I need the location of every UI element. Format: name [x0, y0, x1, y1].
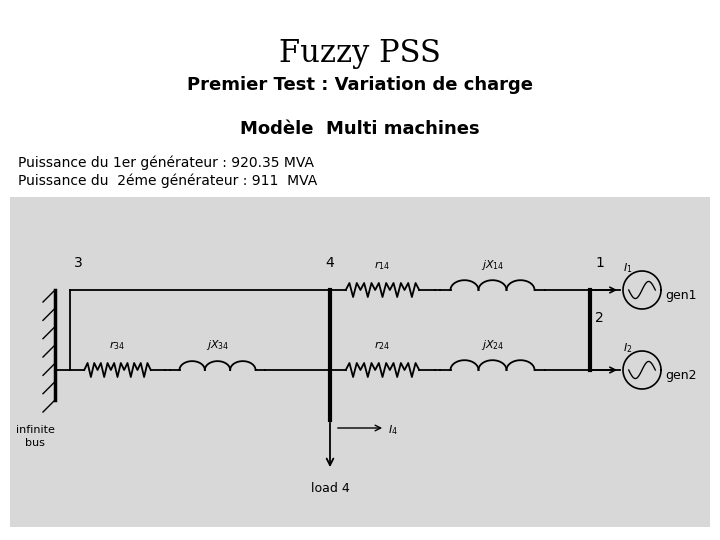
Text: $jX_{34}$: $jX_{34}$	[206, 338, 229, 352]
Text: Puissance du 1er générateur : 920.35 MVA: Puissance du 1er générateur : 920.35 MVA	[18, 155, 314, 170]
Text: $jX_{24}$: $jX_{24}$	[481, 338, 504, 352]
Text: 4: 4	[325, 256, 334, 270]
Text: load 4: load 4	[310, 482, 349, 495]
Text: $r_{14}$: $r_{14}$	[374, 259, 390, 272]
Text: Modèle  Multi machines: Modèle Multi machines	[240, 120, 480, 138]
Text: infinite
bus: infinite bus	[16, 425, 55, 448]
Text: gen2: gen2	[665, 368, 696, 381]
Text: Fuzzy PSS: Fuzzy PSS	[279, 38, 441, 69]
Text: $r_{24}$: $r_{24}$	[374, 339, 390, 352]
Text: 2: 2	[595, 311, 604, 325]
Text: Premier Test : Variation de charge: Premier Test : Variation de charge	[187, 76, 533, 94]
Text: $r_{34}$: $r_{34}$	[109, 339, 125, 352]
Text: $I_4$: $I_4$	[388, 423, 398, 437]
Text: 3: 3	[73, 256, 82, 270]
Text: gen1: gen1	[665, 288, 696, 301]
Text: $I_2$: $I_2$	[623, 341, 632, 355]
Text: $jX_{14}$: $jX_{14}$	[481, 258, 504, 272]
Text: $I_1$: $I_1$	[623, 261, 632, 275]
Text: Puissance du  2éme générateur : 911  MVA: Puissance du 2éme générateur : 911 MVA	[18, 173, 318, 187]
Text: 1: 1	[595, 256, 604, 270]
Bar	[10, 197, 710, 527]
